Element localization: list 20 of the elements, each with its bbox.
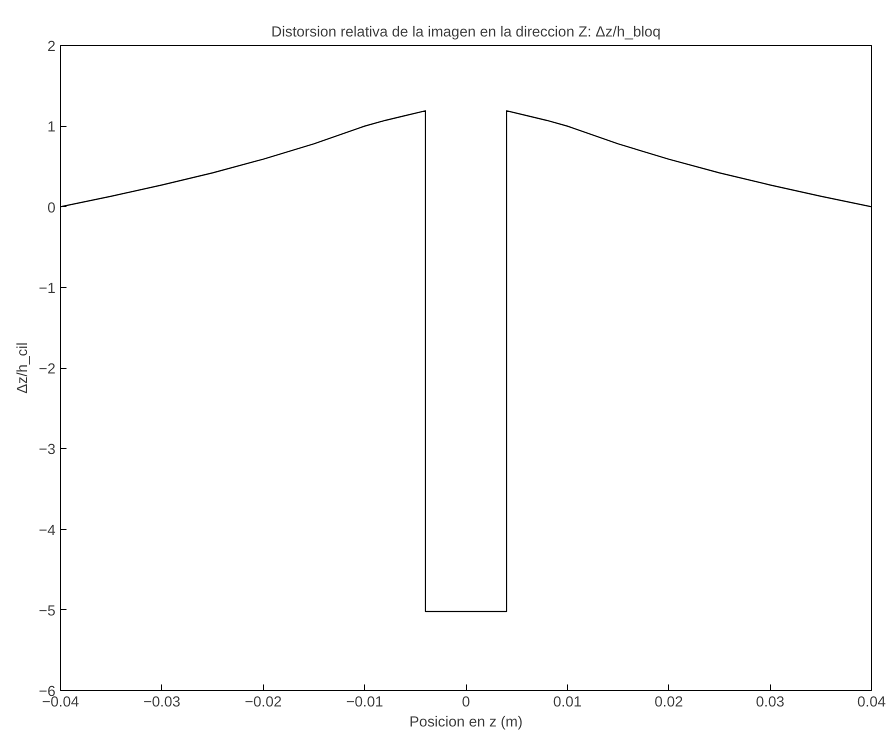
y-tick-label: −5	[38, 603, 56, 620]
x-tick-label: −0.04	[42, 694, 80, 710]
x-tick-label: 0.04	[857, 694, 886, 710]
y-tick-label: 0	[47, 200, 56, 216]
x-tick-label: −0.01	[346, 694, 384, 710]
y-tick-label: −2	[38, 362, 56, 378]
x-axis-title: Posicion en z (m)	[409, 714, 523, 730]
y-tick-label: 1	[47, 120, 56, 136]
y-axis-title: Δz/h_cil	[14, 342, 31, 394]
y-tick-label: −3	[38, 442, 56, 458]
x-tick-label: 0.03	[756, 694, 784, 710]
y-tick-label: −4	[38, 522, 56, 539]
x-tick-label: −0.03	[143, 694, 180, 710]
x-tick-label: 0.02	[654, 694, 684, 710]
chart-title: Distorsion relativa de la imagen en la direccion Z: Δz/h_bloq	[271, 24, 661, 40]
x-tick-label: 0	[462, 694, 470, 710]
y-tick-label: 2	[47, 39, 56, 55]
x-tick-label: 0.01	[553, 694, 582, 710]
y-tick-label: −1	[38, 280, 56, 297]
x-tick-label: −0.02	[244, 694, 282, 710]
